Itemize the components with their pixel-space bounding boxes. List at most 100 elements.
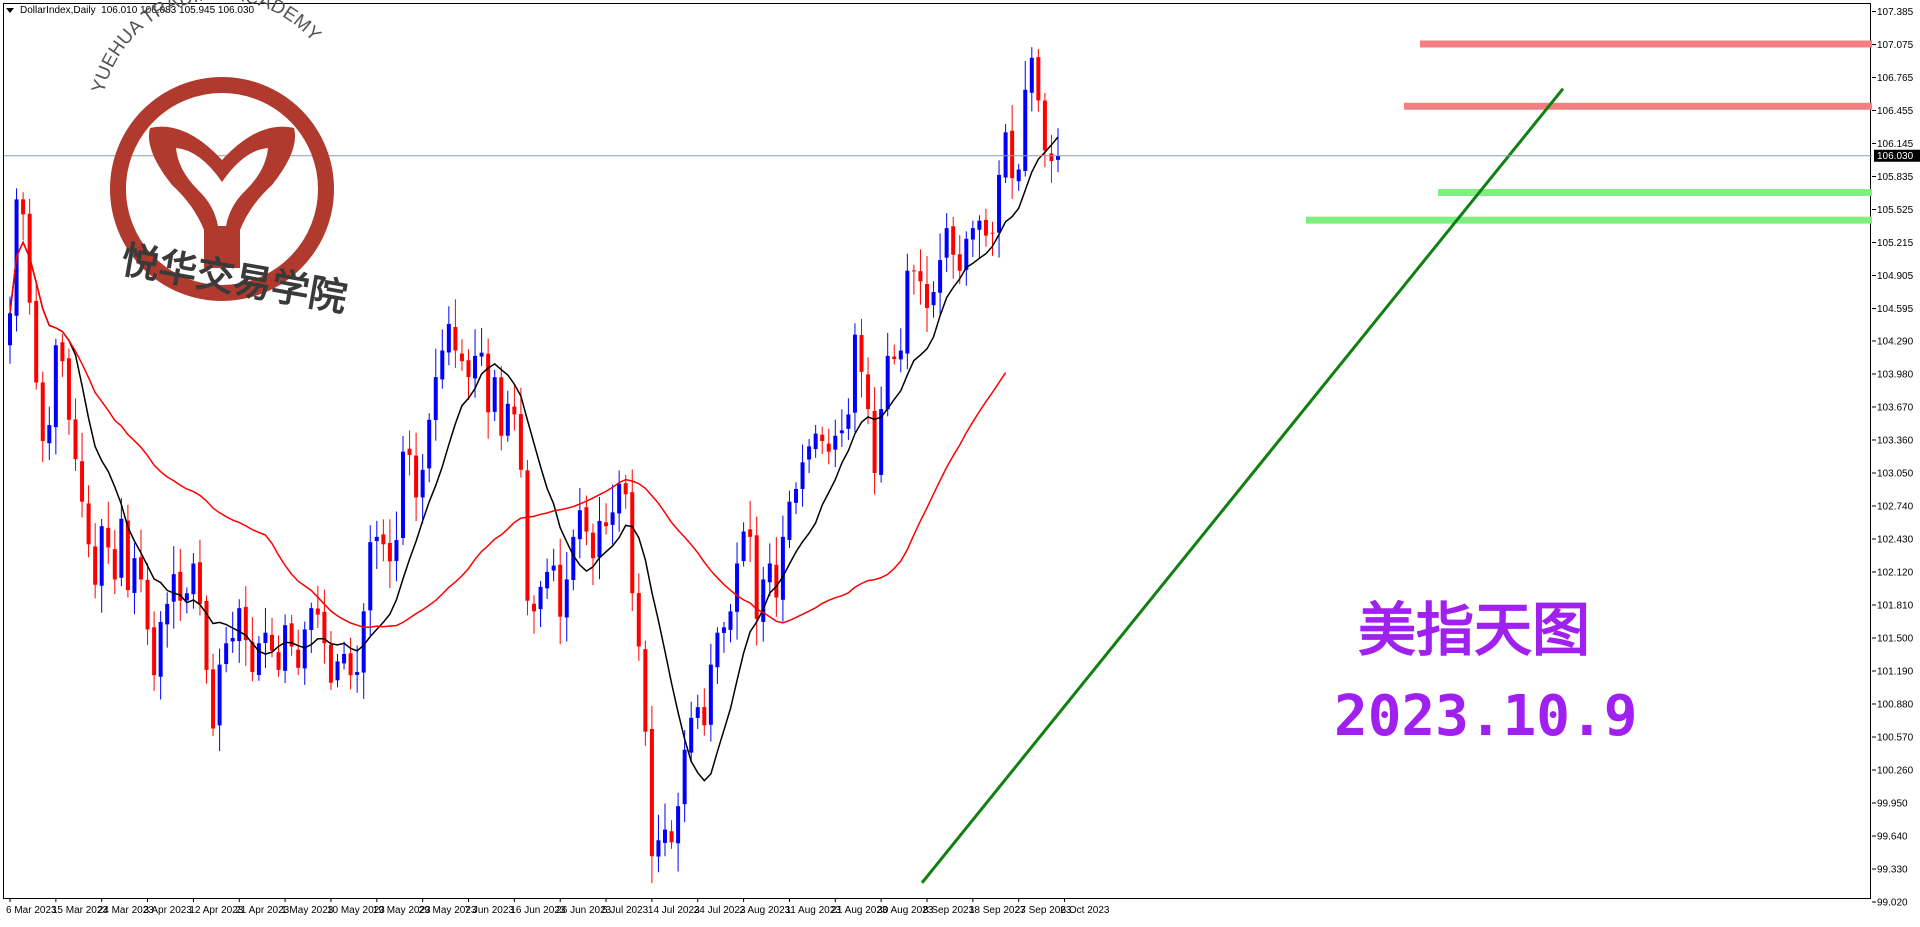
candle-body (217, 664, 222, 726)
candle-body (525, 470, 530, 601)
candle-body (532, 603, 536, 612)
y-tick-label: 106.455 (1877, 106, 1914, 117)
x-tick-label: 6 Oct 2023 (1061, 905, 1110, 916)
y-tick-label: 102.430 (1877, 534, 1914, 545)
ma-slow-line (9, 240, 1007, 629)
x-tick-label: 21 Apr 2023 (235, 905, 289, 916)
y-tick-label: 103.980 (1877, 369, 1914, 380)
candle-body (335, 661, 340, 681)
chart-border (3, 3, 1871, 899)
y-tick-label: 101.810 (1877, 600, 1914, 611)
candle-body (617, 483, 622, 514)
candle-body (263, 632, 268, 644)
candle-body (866, 374, 871, 410)
candle-body (846, 414, 851, 429)
candle-body (761, 579, 766, 622)
x-tick-label: 18 Sep 2023 (969, 905, 1026, 916)
candle-body (414, 455, 419, 498)
candle-body (754, 535, 759, 619)
x-tick-label: 15 Mar 2023 (52, 905, 109, 916)
candle-body (643, 649, 648, 732)
candle-body (237, 608, 242, 642)
candle-body (8, 313, 12, 346)
x-tick-label: 14 Jul 2023 (648, 905, 700, 916)
candle-body (787, 501, 792, 540)
ma-fast-line (9, 136, 1059, 782)
candle-body (702, 707, 707, 726)
candle-body (859, 335, 864, 372)
candle-body (630, 492, 635, 594)
candle-body (905, 270, 910, 354)
candle-body (394, 540, 399, 562)
candle-body (66, 358, 71, 420)
candle-body (551, 565, 556, 571)
candle-body (158, 622, 163, 677)
uptrend-line[interactable] (920, 87, 1565, 884)
candle-body (322, 611, 327, 644)
candle-body (689, 717, 694, 753)
candle-body (774, 564, 779, 598)
candle-body (446, 323, 451, 353)
price-axis: 107.385 107.075 106.765 106.455 106.145 105.8… (1872, 7, 1920, 909)
candle-body (1023, 89, 1028, 171)
y-tick-label: 107.385 (1877, 7, 1914, 18)
x-tick-label: 24 Jul 2023 (694, 905, 746, 916)
y-tick-label: 106.145 (1877, 139, 1914, 150)
candle-body (283, 625, 288, 671)
candle-body (276, 652, 281, 670)
candle-body (486, 353, 491, 413)
candle-body (813, 433, 818, 450)
candle-body (735, 563, 740, 612)
candle-body (682, 749, 687, 805)
watermark-logo: YUEHUA TRADING ACADEMY 悦华交易学院 (88, 0, 350, 320)
candle-body (708, 664, 713, 725)
chart-header: DollarIndex,Daily 106.010 106.083 105.94… (20, 5, 254, 16)
candle-body (663, 829, 667, 843)
candle-body (1029, 57, 1034, 93)
candle-body (342, 653, 347, 664)
candle-body (977, 220, 982, 230)
candle-body (374, 536, 379, 542)
candle-body (152, 627, 157, 676)
candle-body (191, 563, 196, 595)
candle-body (997, 174, 1002, 233)
x-tick-label: 2 Aug 2023 (740, 905, 791, 916)
y-tick-label: 104.290 (1877, 336, 1914, 347)
candle-body (80, 461, 85, 502)
y-tick-label: 99.640 (1877, 831, 1908, 842)
support-zone-upper[interactable] (1438, 189, 1872, 197)
candle-body (243, 606, 248, 641)
candle-body (433, 377, 438, 420)
candle-body (106, 527, 111, 548)
y-tick-label: 105.215 (1877, 238, 1914, 249)
candle-body (178, 571, 183, 601)
candle-body (459, 353, 464, 362)
candle-body (381, 534, 386, 545)
candle-body (315, 608, 320, 615)
resistance-zone-upper[interactable] (1420, 40, 1872, 48)
support-zone-lower[interactable] (1306, 216, 1872, 224)
candle-body (184, 593, 189, 601)
x-tick-label: 27 Sep 2023 (1015, 905, 1072, 916)
candle-body (139, 557, 143, 580)
y-tick-label: 100.880 (1877, 699, 1914, 710)
resistance-zone-lower[interactable] (1404, 102, 1872, 110)
candle-body (695, 707, 700, 718)
candle-body (40, 382, 45, 442)
symbol-label: DollarIndex,Daily (20, 5, 96, 16)
symbol-menu-arrow-icon[interactable] (6, 8, 14, 13)
x-tick-label: 29 May 2023 (419, 905, 477, 916)
candle-body (368, 542, 373, 611)
candle-body (538, 586, 543, 610)
x-tick-label: 19 May 2023 (373, 905, 431, 916)
candle-body (401, 451, 405, 538)
candle-body (872, 410, 877, 473)
candle-body (473, 355, 478, 379)
candle-body (951, 226, 956, 255)
candle-body (1056, 155, 1060, 160)
candle-body (204, 601, 209, 670)
candle-body (833, 435, 838, 450)
candle-body (512, 406, 517, 415)
candle-body (656, 840, 661, 857)
